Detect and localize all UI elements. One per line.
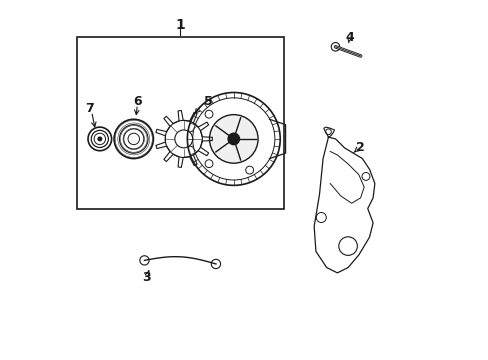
- Text: 1: 1: [175, 18, 184, 32]
- Circle shape: [204, 110, 212, 118]
- Text: 3: 3: [142, 271, 150, 284]
- Text: 6: 6: [133, 95, 142, 108]
- Circle shape: [330, 42, 339, 51]
- Text: 2: 2: [355, 141, 364, 154]
- Circle shape: [227, 133, 239, 145]
- Circle shape: [204, 160, 212, 168]
- Circle shape: [209, 114, 258, 163]
- Text: 5: 5: [204, 95, 213, 108]
- Text: 7: 7: [84, 102, 93, 115]
- Circle shape: [245, 166, 253, 174]
- Text: 4: 4: [345, 31, 353, 44]
- Bar: [77, 37, 283, 208]
- Circle shape: [98, 137, 102, 141]
